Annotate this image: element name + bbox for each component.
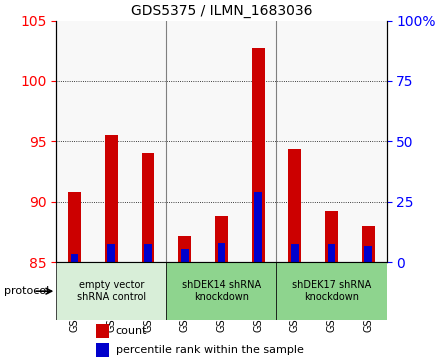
FancyBboxPatch shape <box>56 262 166 320</box>
Bar <box>291 244 299 262</box>
Bar <box>142 154 154 262</box>
Bar <box>325 212 338 262</box>
Text: empty vector
shRNA control: empty vector shRNA control <box>77 280 146 302</box>
Bar <box>364 246 372 262</box>
Text: percentile rank within the sample: percentile rank within the sample <box>116 345 304 355</box>
Bar <box>252 48 264 262</box>
Bar <box>71 254 78 262</box>
Bar <box>215 216 228 262</box>
Title: GDS5375 / ILMN_1683036: GDS5375 / ILMN_1683036 <box>131 4 312 18</box>
Bar <box>105 135 118 262</box>
Bar <box>68 192 81 262</box>
Text: shDEK14 shRNA
knockdown: shDEK14 shRNA knockdown <box>182 280 261 302</box>
Bar <box>178 236 191 262</box>
Bar <box>362 226 375 262</box>
FancyBboxPatch shape <box>166 262 276 320</box>
Bar <box>107 244 115 262</box>
Bar <box>288 148 301 262</box>
Bar <box>96 324 109 338</box>
FancyBboxPatch shape <box>276 262 387 320</box>
Bar <box>181 249 189 262</box>
Text: protocol: protocol <box>4 286 50 296</box>
Bar <box>328 244 335 262</box>
Bar <box>254 192 262 262</box>
Bar <box>217 243 225 262</box>
Text: count: count <box>116 326 147 336</box>
Text: shDEK17 shRNA
knockdown: shDEK17 shRNA knockdown <box>292 280 371 302</box>
Bar <box>96 343 109 357</box>
Bar <box>144 244 152 262</box>
